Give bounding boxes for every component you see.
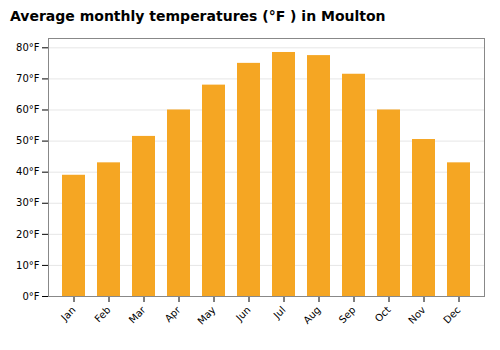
svg-text:Dec: Dec <box>441 304 462 325</box>
svg-text:May: May <box>195 304 217 326</box>
svg-text:20°F: 20°F <box>16 229 40 240</box>
svg-text:50°F: 50°F <box>16 135 40 146</box>
svg-text:Sep: Sep <box>337 304 358 325</box>
svg-text:30°F: 30°F <box>16 197 40 208</box>
svg-text:Feb: Feb <box>92 304 112 324</box>
svg-text:Jun: Jun <box>233 304 253 324</box>
svg-text:Jan: Jan <box>58 304 77 323</box>
svg-text:Jul: Jul <box>271 304 288 321</box>
svg-text:Aug: Aug <box>301 304 323 326</box>
svg-text:Nov: Nov <box>406 304 428 326</box>
svg-text:80°F: 80°F <box>16 42 40 53</box>
svg-text:Oct: Oct <box>373 304 393 324</box>
svg-text:Apr: Apr <box>163 304 184 325</box>
svg-text:0°F: 0°F <box>22 291 39 302</box>
svg-text:10°F: 10°F <box>16 260 40 271</box>
svg-text:40°F: 40°F <box>16 166 40 177</box>
html-text:Average monthly temperatures (: Average monthly temperatures (°F ) in Mo… <box>10 8 386 24</box>
svg-text:60°F: 60°F <box>16 104 40 115</box>
svg-text:70°F: 70°F <box>16 73 40 84</box>
svg-text:Mar: Mar <box>127 304 149 326</box>
